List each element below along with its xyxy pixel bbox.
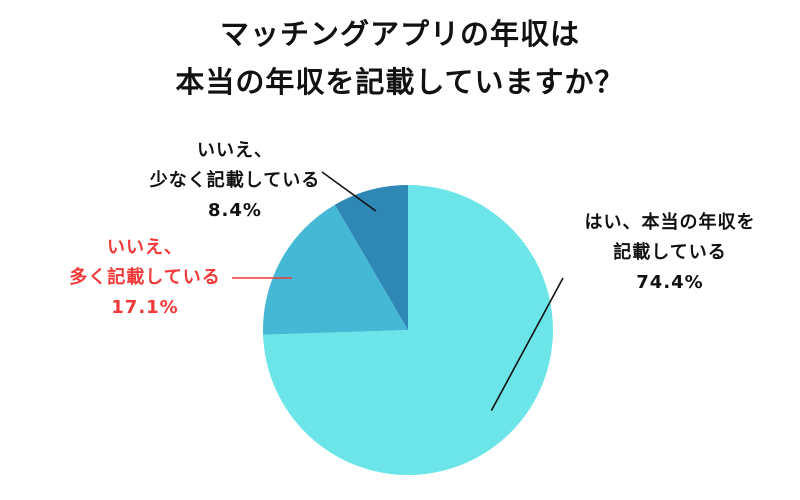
leader-line-yes <box>490 277 564 412</box>
slice-label-yes-line-1: はい、本当の年収を <box>584 212 756 233</box>
pie-slice-small <box>334 185 408 330</box>
slice-label-small: いいえ、 少なく記載している 8.4% <box>120 136 350 226</box>
slice-label-many-line-2: 多く記載している <box>69 267 221 288</box>
leader-line-small <box>321 171 377 212</box>
chart-title: マッチングアプリの年収は 本当の年収を記載していますか？ <box>0 10 800 106</box>
slice-label-small-line-2: 少なく記載している <box>149 170 321 191</box>
slice-label-many-line-1: いいえ、 <box>107 237 183 258</box>
slice-value-yes: 74.4% <box>636 272 704 293</box>
slice-label-yes-line-2: 記載している <box>613 242 727 263</box>
pie-slices <box>263 184 553 475</box>
pie-slice-yes <box>263 184 553 475</box>
slice-value-many: 17.1% <box>111 297 179 318</box>
slice-label-yes: はい、本当の年収を 記載している 74.4% <box>555 208 785 298</box>
pie-slice-many <box>263 204 408 335</box>
slice-label-many: いいえ、 多く記載している 17.1% <box>40 233 250 323</box>
slice-value-small: 8.4% <box>208 200 262 221</box>
leader-lines <box>232 171 564 412</box>
slice-label-small-line-1: いいえ、 <box>197 140 273 161</box>
chart-title-line-1: マッチングアプリの年収は <box>219 17 580 51</box>
chart-title-line-2: 本当の年収を記載していますか？ <box>175 65 625 99</box>
